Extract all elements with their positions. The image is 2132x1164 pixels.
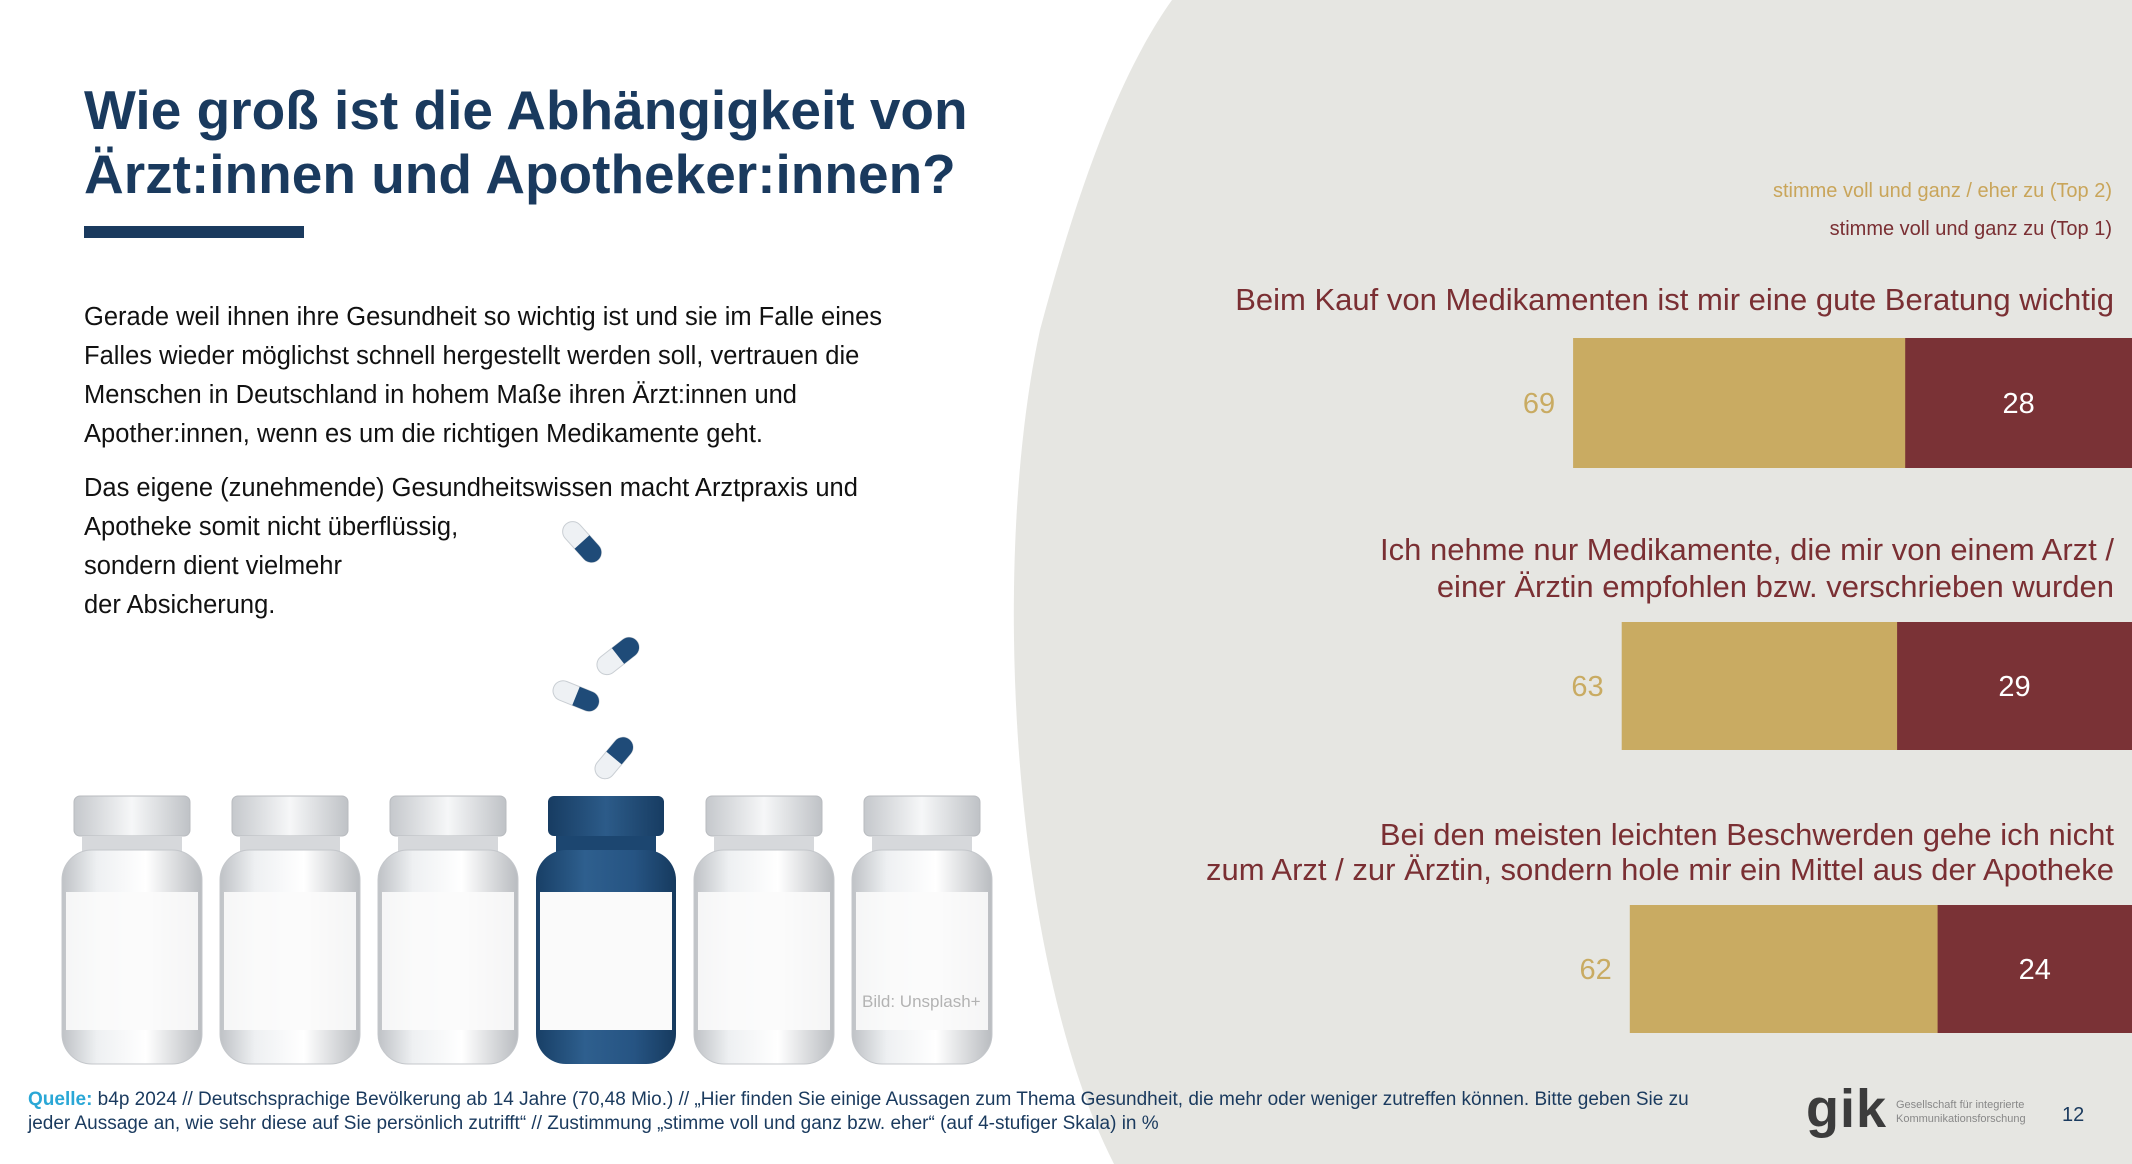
source-text: b4p 2024 // Deutschsprachige Bevölkerung… xyxy=(92,1089,1689,1110)
value-label-top2: 69 xyxy=(1523,388,1555,420)
intro-line: Apotheke somit nicht überflüssig, xyxy=(84,513,459,541)
page-title-line-2: Ärzt:innen und Apotheker:innen? xyxy=(84,143,956,205)
legend-top1: stimme voll und ganz zu (Top 1) xyxy=(1829,218,2112,240)
category-label: zum Arzt / zur Ärztin, sondern hole mir … xyxy=(1206,852,2114,887)
intro-line: Apother:innen, wenn es um die richtigen … xyxy=(84,420,763,448)
category-label: einer Ärztin empfohlen bzw. verschrieben… xyxy=(1437,569,2114,604)
source-footnote: Quelle: b4p 2024 // Deutschsprachige Bev… xyxy=(28,1088,1808,1136)
logo-subtitle: Gesellschaft für integrierte Kommunikati… xyxy=(1896,1098,2026,1126)
value-label-top2: 63 xyxy=(1571,671,1603,703)
bar-top1 xyxy=(1905,338,2132,468)
intro-line: der Absicherung. xyxy=(84,591,276,619)
category-label: Ich nehme nur Medikamente, die mir von e… xyxy=(1380,532,2114,567)
logo-subtitle-line: Gesellschaft für integrierte xyxy=(1896,1099,2025,1111)
title-underline xyxy=(84,226,304,238)
page-title-line-1: Wie groß ist die Abhängigkeit von xyxy=(84,79,968,141)
intro-line: Falles wieder möglichst schnell hergeste… xyxy=(84,342,860,370)
bar-top1 xyxy=(1937,905,2132,1033)
source-line-2: jeder Aussage an, wie sehr diese auf Sie… xyxy=(28,1113,1159,1134)
logo-wordmark: gik xyxy=(1806,1079,1888,1139)
value-label-top1: 28 xyxy=(2002,388,2034,420)
category-label: Beim Kauf von Medikamenten ist mir eine … xyxy=(1235,282,2114,317)
page-title: Wie groß ist die Abhängigkeit von Ärzt:i… xyxy=(84,78,968,206)
logo-subtitle-line: Kommunikationsforschung xyxy=(1896,1113,2026,1125)
source-line-1: Quelle: b4p 2024 // Deutschsprachige Bev… xyxy=(28,1088,1808,1112)
value-label-top2: 62 xyxy=(1580,954,1612,986)
intro-line: sondern dient vielmehr xyxy=(84,552,342,580)
source-label: Quelle: xyxy=(28,1089,93,1110)
intro-text: Gerade weil ihnen ihre Gesundheit so wic… xyxy=(84,298,964,640)
photo-credit: Bild: Unsplash+ xyxy=(862,992,981,1011)
intro-line: Gerade weil ihnen ihre Gesundheit so wic… xyxy=(84,303,882,331)
intro-line: Das eigene (zunehmende) Gesundheitswisse… xyxy=(84,474,858,502)
bar-top1 xyxy=(1897,622,2132,750)
page-number: 12 xyxy=(2062,1104,2085,1126)
value-label-top1: 24 xyxy=(2019,954,2051,986)
intro-paragraph-2: Das eigene (zunehmende) Gesundheitswisse… xyxy=(84,469,964,625)
gik-logo: gik Gesellschaft für integrierte Kommuni… xyxy=(1806,1079,2046,1140)
legend-top2: stimme voll und ganz / eher zu (Top 2) xyxy=(1772,180,2112,202)
category-label: Bei den meisten leichten Beschwerden geh… xyxy=(1380,817,2115,852)
value-label-top1: 29 xyxy=(1998,671,2030,703)
intro-line: Menschen in Deutschland in hohem Maße ih… xyxy=(84,381,797,409)
intro-paragraph-1: Gerade weil ihnen ihre Gesundheit so wic… xyxy=(84,298,964,454)
